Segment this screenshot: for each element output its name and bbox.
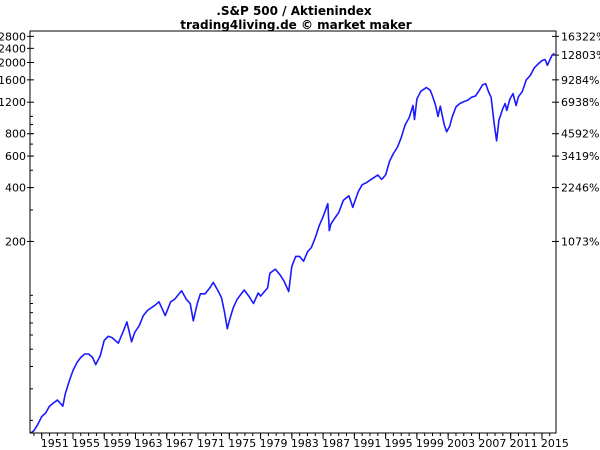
x-axis: 1951 1955 1959 1963 1967 1971 1975 1979 1983 1987… <box>33 433 569 450</box>
right-tick-label: 6938% <box>561 96 599 109</box>
x-tick-label: 1971 <box>197 437 225 450</box>
left-tick-label: 600 <box>5 150 26 163</box>
x-tick-label: 1963 <box>135 437 163 450</box>
series-line <box>30 52 555 434</box>
right-tick-label: 3419% <box>561 150 599 163</box>
left-tick-label: 2400 <box>0 42 26 55</box>
right-tick-label: 16322% <box>561 30 600 43</box>
right-y-axis: 1073% 2246% 3419% 4592% 6938% 9284% 12803% 1632… <box>552 30 600 248</box>
left-tick-label: 800 <box>5 128 26 141</box>
chart-title: .S&P 500 / Aktienindex <box>216 4 372 18</box>
left-tick-label: 1200 <box>0 96 26 109</box>
left-tick-label: 200 <box>5 235 26 248</box>
left-tick-label: 2800 <box>0 30 26 43</box>
right-tick-label: 12803% <box>561 49 600 62</box>
x-tick-label: 1955 <box>72 437 100 450</box>
x-tick-label: 1991 <box>353 437 381 450</box>
x-tick-label: 1999 <box>416 437 444 450</box>
x-tick-label: 2007 <box>478 437 506 450</box>
x-tick-label: 1983 <box>291 437 319 450</box>
x-tick-label: 1979 <box>260 437 288 450</box>
chart-subtitle: trading4living.de © market maker <box>180 18 412 32</box>
x-tick-label: 2003 <box>447 437 475 450</box>
x-tick-label: 1975 <box>228 437 256 450</box>
x-tick-label: 1951 <box>41 437 69 450</box>
right-tick-label: 1073% <box>561 235 599 248</box>
x-tick-label: 1995 <box>385 437 413 450</box>
x-tick-label: 1959 <box>103 437 131 450</box>
left-tick-label: 1600 <box>0 74 26 87</box>
plot-frame <box>29 30 557 434</box>
x-tick-label: 2015 <box>541 437 569 450</box>
right-tick-label: 2246% <box>561 182 599 195</box>
x-tick-label: 1987 <box>322 437 350 450</box>
left-tick-label: 2000 <box>0 57 26 70</box>
x-tick-label: 2011 <box>510 437 538 450</box>
right-tick-label: 4592% <box>561 128 599 141</box>
left-tick-label: 400 <box>5 182 26 195</box>
x-tick-label: 1967 <box>166 437 194 450</box>
right-tick-label: 9284% <box>561 74 599 87</box>
